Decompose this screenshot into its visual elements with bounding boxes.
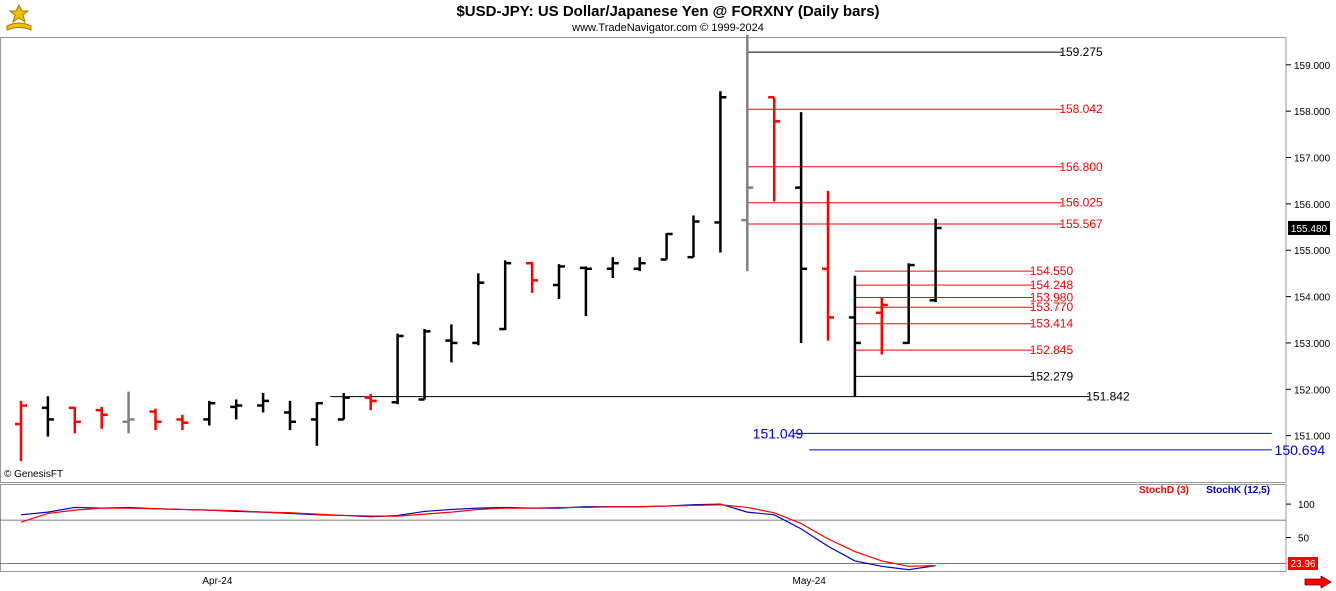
legend-stochd: StochD (3) [1139, 485, 1189, 496]
level-label: 153.980 [1030, 291, 1074, 305]
stochastic-value-tag-label: 23.96 [1290, 559, 1315, 570]
ohlc-bar [122, 391, 135, 434]
ohlc-bar [149, 408, 162, 431]
ohlc-bar [902, 263, 915, 345]
level-label: 154.550 [1030, 264, 1074, 278]
ohlc-bar [741, 34, 754, 272]
ohlc-bar [337, 393, 350, 421]
legend-stochk: StochK (12,5) [1206, 485, 1270, 496]
copyright-label: © GenesisFT [4, 469, 64, 480]
ohlc-bar [795, 112, 808, 343]
ohlc-bar [284, 400, 296, 431]
level-label: 151.049 [753, 425, 804, 441]
ohlc-bar [606, 257, 619, 279]
stochastic-series-line [20, 503, 936, 571]
level-label: 152.279 [1030, 369, 1074, 383]
level-label: 156.800 [1059, 160, 1103, 174]
price-y-tick-label: 159.000 [1294, 61, 1331, 72]
price-y-tick-label: 158.000 [1294, 107, 1331, 118]
ohlc-bar [822, 190, 834, 341]
level-label: 154.248 [1030, 278, 1074, 292]
level-label: 155.567 [1059, 217, 1103, 231]
ohlc-bar [310, 401, 323, 446]
ohlc-bar [929, 218, 942, 303]
ohlc-bar [203, 400, 216, 426]
ohlc-bar [418, 329, 431, 401]
level-label: 156.025 [1059, 196, 1103, 210]
ohlc-bar [41, 396, 54, 437]
ohlc-bar [15, 400, 27, 462]
ohlc-bar [257, 393, 270, 413]
price-y-tick-label: 152.000 [1294, 385, 1331, 396]
chart-subtitle: www.TradeNavigator.com © 1999-2024 [572, 22, 764, 34]
stochastic-panel-frame [0, 484, 1287, 572]
ohlc-bar [687, 215, 700, 259]
ohlc-bar [472, 273, 485, 346]
level-label: 152.845 [1030, 343, 1074, 357]
level-label: 153.770 [1030, 300, 1074, 314]
ohlc-bar [176, 414, 189, 431]
last-price-tag-label: 155.480 [1291, 224, 1328, 235]
ohlc-bar [714, 91, 727, 253]
level-label: 158.042 [1059, 102, 1103, 116]
ohlc-bar [499, 260, 512, 331]
x-tick-label: May-24 [792, 576, 826, 587]
ohlc-bar [579, 266, 592, 317]
genesis-logo-icon [6, 3, 32, 31]
level-label: 150.694 [1275, 442, 1326, 458]
price-y-tick-label: 155.000 [1294, 246, 1331, 257]
ohlc-bar [875, 297, 888, 355]
ohlc-bar [230, 399, 243, 420]
ohlc-bar [553, 264, 565, 299]
ohlc-bar [768, 96, 781, 202]
price-y-tick-label: 151.000 [1294, 432, 1331, 443]
last-price-tag [1288, 220, 1330, 235]
ohlc-bar [68, 406, 81, 434]
ohlc-bar [391, 333, 404, 405]
x-tick-label: Apr-24 [202, 576, 232, 587]
price-y-tick-label: 156.000 [1294, 200, 1331, 211]
stochastic-series-line [20, 504, 936, 567]
level-label: 159.275 [1059, 45, 1103, 59]
stochastic-y-tick-label: 50 [1298, 534, 1310, 545]
price-y-tick-label: 153.000 [1294, 339, 1331, 350]
price-y-tick-label: 157.000 [1294, 154, 1331, 165]
ohlc-bar [364, 393, 377, 411]
chart-title: $USD-JPY: US Dollar/Japanese Yen @ FORXN… [456, 3, 880, 20]
ohlc-bar [445, 324, 458, 363]
price-panel-frame [0, 37, 1287, 483]
arrow-right-icon[interactable] [1304, 576, 1332, 588]
level-label: 151.842 [1086, 390, 1130, 404]
ohlc-bar [848, 275, 861, 397]
chart-header: $USD-JPY: US Dollar/Japanese Yen @ FORXN… [0, 0, 1336, 37]
ohlc-bar [526, 261, 539, 293]
level-label: 153.414 [1030, 317, 1074, 331]
stochastic-y-tick-label: 100 [1298, 500, 1315, 511]
ohlc-bar [633, 257, 646, 272]
price-y-tick-label: 154.000 [1294, 293, 1331, 304]
stochastic-value-tag [1288, 557, 1318, 570]
ohlc-bar [95, 406, 108, 429]
ohlc-bar [660, 232, 673, 261]
